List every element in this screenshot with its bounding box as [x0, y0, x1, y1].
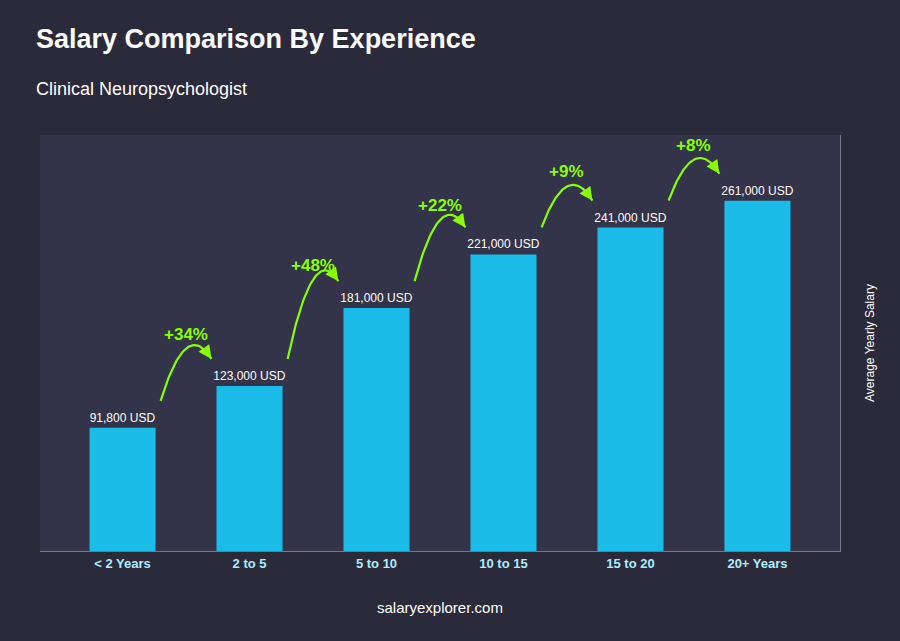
- svg-text:91,800 USD: 91,800 USD: [90, 411, 156, 425]
- svg-text:181,000 USD: 181,000 USD: [340, 291, 412, 305]
- svg-text:241,000 USD: 241,000 USD: [594, 211, 666, 225]
- svg-text:+48%: +48%: [291, 256, 335, 275]
- svg-text:123,000 USD: 123,000 USD: [213, 369, 285, 383]
- svg-text:5 to 10: 5 to 10: [356, 556, 397, 571]
- svg-text:Clinical Neuropsychologist: Clinical Neuropsychologist: [36, 79, 247, 99]
- svg-text:Average Yearly Salary: Average Yearly Salary: [863, 284, 877, 402]
- svg-text:15 to 20: 15 to 20: [606, 556, 654, 571]
- svg-text:20+ Years: 20+ Years: [727, 556, 787, 571]
- svg-text:+8%: +8%: [676, 136, 711, 155]
- svg-text:+9%: +9%: [549, 162, 584, 181]
- svg-text:221,000 USD: 221,000 USD: [467, 237, 539, 251]
- svg-text:+34%: +34%: [164, 325, 208, 344]
- svg-text:+22%: +22%: [418, 196, 462, 215]
- svg-text:10 to 15: 10 to 15: [479, 556, 527, 571]
- svg-text:< 2 Years: < 2 Years: [94, 556, 151, 571]
- svg-text:salaryexplorer.com: salaryexplorer.com: [377, 599, 503, 616]
- svg-text:2 to 5: 2 to 5: [233, 556, 267, 571]
- svg-text:261,000 USD: 261,000 USD: [721, 184, 793, 198]
- svg-text:Salary Comparison By Experienc: Salary Comparison By Experience: [36, 24, 476, 54]
